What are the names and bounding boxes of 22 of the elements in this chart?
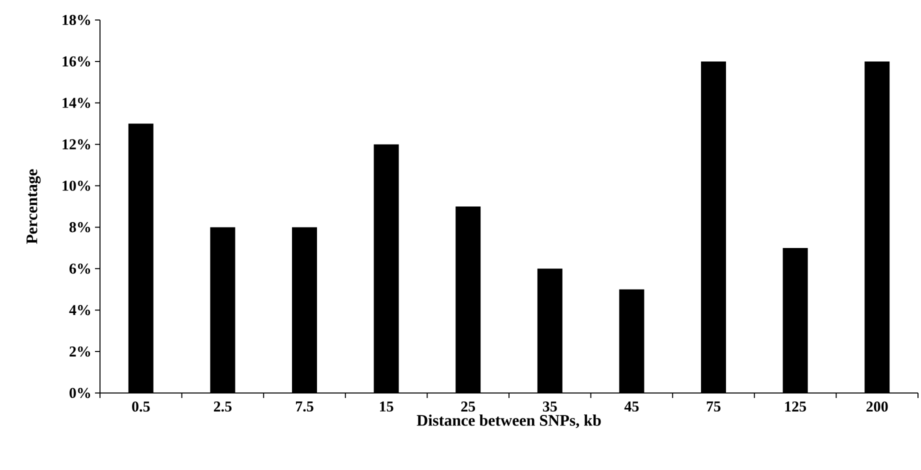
x-tick-label: 7.5 bbox=[296, 402, 314, 412]
x-tick-label: 45 bbox=[624, 402, 639, 412]
y-tick-label: 12% bbox=[62, 139, 90, 150]
x-tick-label: 15 bbox=[380, 402, 394, 412]
x-tick-label: 125 bbox=[785, 402, 806, 412]
y-tick-label: 8% bbox=[69, 222, 90, 232]
x-tick-label: 25 bbox=[461, 402, 476, 412]
y-tick-label: 4% bbox=[69, 305, 90, 316]
y-tick-label: 14% bbox=[62, 98, 90, 108]
x-tick-label: 0.5 bbox=[132, 402, 150, 412]
y-tick-label: 18% bbox=[62, 14, 90, 26]
y-axis-title: Percentage bbox=[26, 169, 41, 244]
y-tick-label: 16% bbox=[62, 56, 90, 67]
x-axis-title: Distance between SNPs, kb bbox=[416, 414, 601, 428]
x-tick-label: 200 bbox=[866, 402, 888, 412]
y-tick-label: 10% bbox=[62, 180, 90, 191]
y-tick-label: 0% bbox=[70, 388, 90, 398]
x-tick-label: 35 bbox=[542, 402, 557, 412]
y-tick-label: 6% bbox=[69, 264, 90, 274]
x-tick-label: 2.5 bbox=[214, 402, 232, 412]
y-tick-label: 2% bbox=[70, 346, 90, 357]
x-tick-label: 75 bbox=[706, 402, 720, 412]
